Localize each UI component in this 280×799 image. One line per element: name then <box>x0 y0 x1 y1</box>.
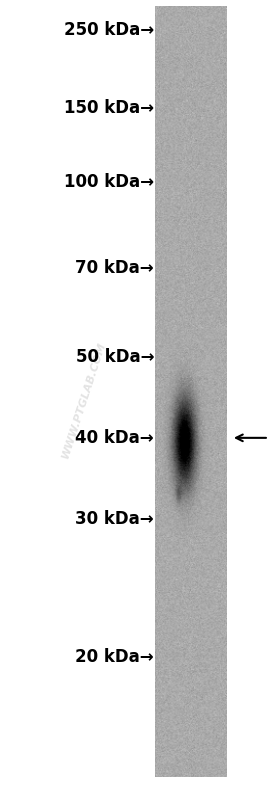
Text: 40 kDa→: 40 kDa→ <box>75 429 154 447</box>
Text: 150 kDa→: 150 kDa→ <box>64 99 154 117</box>
Text: 70 kDa→: 70 kDa→ <box>75 259 154 276</box>
Text: 20 kDa→: 20 kDa→ <box>75 648 154 666</box>
Text: 30 kDa→: 30 kDa→ <box>75 511 154 528</box>
Text: 100 kDa→: 100 kDa→ <box>64 173 154 191</box>
Text: 50 kDa→: 50 kDa→ <box>76 348 154 366</box>
Text: 250 kDa→: 250 kDa→ <box>64 22 154 39</box>
Text: WWW.PTGLAB.COM: WWW.PTGLAB.COM <box>60 340 108 459</box>
